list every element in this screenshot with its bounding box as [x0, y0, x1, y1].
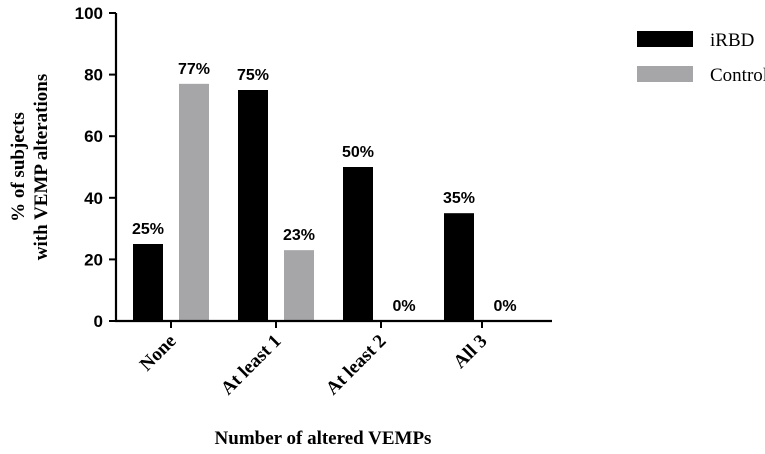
data-label-irbd-none: 25% — [132, 221, 164, 238]
data-label-controls-at-least-2: 0% — [392, 298, 415, 315]
data-label-irbd-at-least-2: 50% — [342, 144, 374, 161]
data-label-controls-none: 77% — [178, 61, 210, 78]
bar-controls-none — [179, 83, 209, 321]
data-label-irbd-at-least-1: 75% — [237, 67, 269, 84]
y-axis-title-line-1: % of subjects — [8, 112, 29, 222]
data-labels-group: 25% 77% 75% 23% 50% 0% 35% 0% — [132, 61, 517, 315]
legend: iRBD Controls — [637, 30, 765, 86]
x-category-label: At least 1 — [217, 331, 286, 400]
y-tick-label: 80 — [84, 66, 103, 85]
bar-irbd-none — [133, 244, 163, 321]
y-axis-ticks: 0 20 40 60 80 100 — [75, 4, 116, 331]
legend-label-irbd: iRBD — [710, 30, 754, 51]
bar-controls-at-least-1 — [284, 250, 314, 321]
x-category-label: All 3 — [449, 331, 491, 373]
data-label-controls-at-least-1: 23% — [283, 227, 315, 244]
y-tick-label: 100 — [75, 4, 103, 23]
x-axis-categories: None At least 1 At least 2 All 3 — [136, 321, 492, 399]
y-tick-label: 0 — [94, 312, 103, 331]
x-axis-title: Number of altered VEMPs — [215, 428, 432, 449]
y-tick-label: 60 — [84, 127, 103, 146]
legend-swatch-irbd — [637, 31, 693, 47]
y-tick-label: 40 — [84, 189, 103, 208]
legend-swatch-controls — [637, 66, 693, 82]
bars-group — [133, 83, 474, 321]
y-axis-title-line-2: with VEMP alterations — [31, 74, 52, 260]
bar-irbd-at-least-1 — [238, 90, 268, 321]
bar-irbd-at-least-2 — [343, 167, 373, 321]
y-tick-label: 20 — [84, 250, 103, 269]
bar-irbd-all-3 — [444, 213, 474, 321]
x-category-label: None — [136, 331, 181, 376]
data-label-irbd-all-3: 35% — [443, 190, 475, 207]
x-category-label: At least 2 — [322, 331, 391, 400]
legend-label-controls: Controls — [710, 65, 765, 86]
data-label-controls-all-3: 0% — [493, 298, 516, 315]
